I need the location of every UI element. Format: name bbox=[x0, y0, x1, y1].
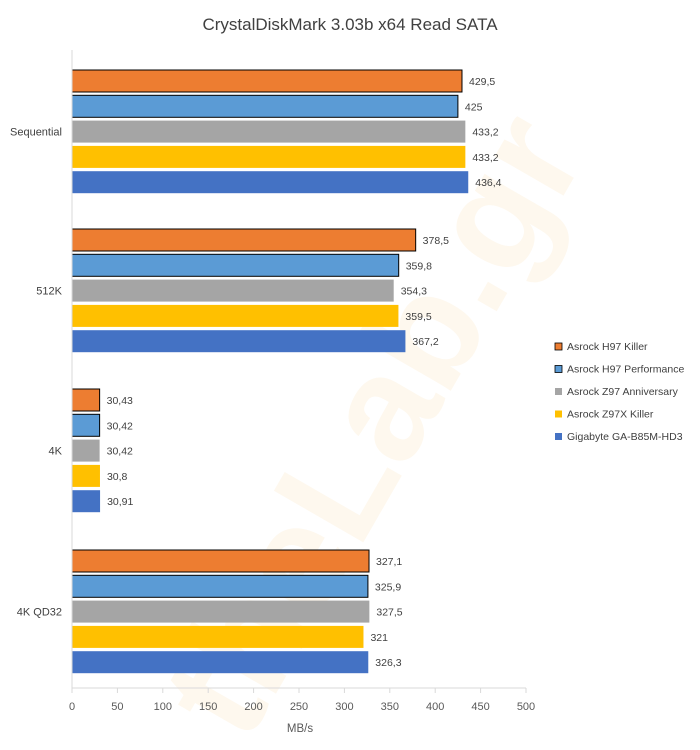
x-axis-title: MB/s bbox=[287, 723, 313, 735]
data-label: 30,8 bbox=[107, 471, 128, 483]
x-tick-label: 100 bbox=[154, 701, 172, 713]
bar bbox=[72, 439, 100, 462]
category-label: Sequential bbox=[10, 127, 62, 139]
data-label: 30,43 bbox=[107, 395, 133, 407]
x-tick-label: 200 bbox=[244, 701, 262, 713]
category-label: 4K bbox=[49, 446, 63, 458]
data-label: 321 bbox=[370, 632, 388, 644]
bar bbox=[72, 304, 399, 327]
bar bbox=[72, 171, 469, 194]
data-label: 425 bbox=[465, 101, 483, 113]
data-label: 326,3 bbox=[375, 657, 401, 669]
bar bbox=[71, 388, 101, 412]
x-tick-label: 250 bbox=[290, 701, 308, 713]
chart-title: CrystalDiskMark 3.03b x64 Read SATA bbox=[202, 15, 498, 34]
data-label: 327,5 bbox=[376, 607, 402, 619]
bar bbox=[72, 490, 101, 513]
x-tick-label: 150 bbox=[199, 701, 217, 713]
legend: Asrock H97 Killer Asrock H97 Performance A… bbox=[554, 341, 684, 443]
bar bbox=[71, 69, 463, 93]
legend-swatch bbox=[555, 410, 562, 418]
data-label: 327,1 bbox=[376, 556, 402, 568]
category-label: 512K bbox=[36, 286, 62, 298]
data-label: 359,8 bbox=[406, 260, 432, 272]
bar bbox=[72, 600, 370, 623]
legend-label: Asrock Z97 Anniversary bbox=[567, 386, 679, 398]
data-label: 378,5 bbox=[423, 235, 449, 247]
bar bbox=[72, 330, 406, 353]
x-tick-label: 0 bbox=[69, 701, 75, 713]
legend-label: Asrock H97 Performance bbox=[567, 364, 684, 376]
bar bbox=[72, 279, 394, 302]
data-label: 359,5 bbox=[405, 311, 431, 323]
data-label: 433,2 bbox=[472, 127, 498, 139]
x-tick-label: 350 bbox=[381, 701, 399, 713]
bar bbox=[71, 549, 370, 573]
data-label: 325,9 bbox=[375, 581, 401, 593]
legend-label: Asrock H97 Killer bbox=[567, 341, 648, 353]
data-label: 433,2 bbox=[472, 152, 498, 164]
bar bbox=[72, 625, 364, 648]
legend-label: Asrock Z97X Killer bbox=[567, 409, 654, 421]
bar bbox=[71, 574, 369, 598]
legend-label: Gigabyte GA-B85M-HD3 bbox=[567, 431, 683, 443]
bar bbox=[71, 228, 417, 252]
plot-area: theLab.gr429,5425433,2433,2436,4Sequenti… bbox=[10, 50, 615, 750]
legend-swatch bbox=[555, 433, 562, 440]
x-tick-label: 450 bbox=[471, 701, 489, 713]
x-tick-label: 500 bbox=[517, 701, 535, 713]
bar bbox=[72, 464, 100, 487]
legend-swatch bbox=[555, 388, 562, 395]
bar bbox=[71, 94, 459, 118]
data-label: 436,4 bbox=[475, 177, 501, 189]
legend-swatch bbox=[554, 365, 563, 373]
x-tick-label: 400 bbox=[426, 701, 444, 713]
x-tick-label: 50 bbox=[111, 701, 123, 713]
bar bbox=[71, 413, 101, 437]
bar bbox=[72, 145, 466, 168]
bar bbox=[72, 120, 466, 143]
x-tick-label: 300 bbox=[335, 701, 353, 713]
bar bbox=[71, 253, 400, 277]
data-label: 30,42 bbox=[107, 446, 133, 458]
data-label: 354,3 bbox=[401, 286, 427, 298]
legend-swatch bbox=[554, 342, 563, 351]
data-label: 30,42 bbox=[107, 420, 133, 432]
data-label: 429,5 bbox=[469, 76, 495, 88]
category-label: 4K QD32 bbox=[17, 607, 62, 619]
data-label: 30,91 bbox=[107, 496, 133, 508]
bar bbox=[72, 651, 369, 674]
data-label: 367,2 bbox=[412, 336, 438, 348]
